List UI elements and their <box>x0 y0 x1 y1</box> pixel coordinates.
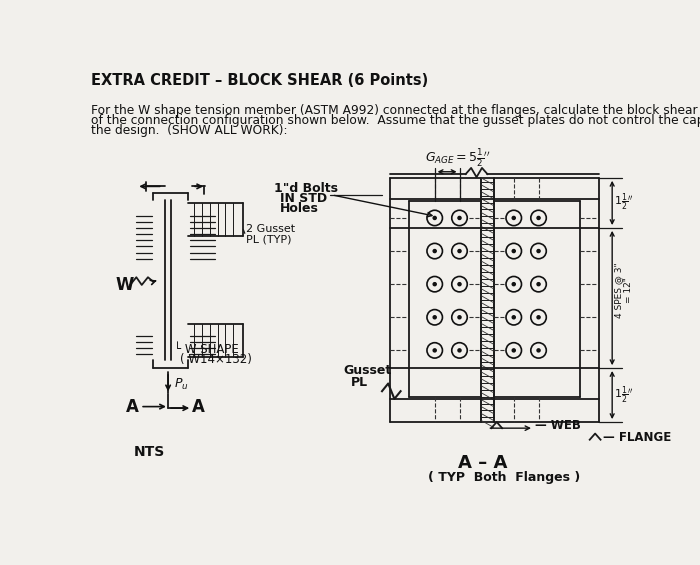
Circle shape <box>458 316 461 319</box>
Text: ( W14×132): ( W14×132) <box>181 354 253 367</box>
Circle shape <box>458 282 461 286</box>
Circle shape <box>458 349 461 352</box>
Text: A: A <box>126 398 139 416</box>
Text: NTS: NTS <box>134 445 165 459</box>
Circle shape <box>512 282 515 286</box>
Text: W: W <box>116 276 134 294</box>
Text: $1\frac{1}{2}^{\prime\prime}$: $1\frac{1}{2}^{\prime\prime}$ <box>615 192 634 213</box>
Text: 1"d Bolts: 1"d Bolts <box>274 182 337 195</box>
Circle shape <box>433 250 436 253</box>
Circle shape <box>537 216 540 219</box>
Text: of the connection configuration shown below.  Assume that the gusset plates do n: of the connection configuration shown be… <box>92 114 700 127</box>
Text: 4 SPES @ 3": 4 SPES @ 3" <box>615 263 624 318</box>
Text: — WEB: — WEB <box>536 419 581 432</box>
Text: the design.  (SHOW ALL WORK):: the design. (SHOW ALL WORK): <box>92 124 288 137</box>
Circle shape <box>512 316 515 319</box>
Text: PL (TYP): PL (TYP) <box>246 234 292 245</box>
Text: IN STD: IN STD <box>280 192 327 205</box>
Text: PL: PL <box>351 376 368 389</box>
Circle shape <box>512 349 515 352</box>
Circle shape <box>433 282 436 286</box>
Text: Gusset: Gusset <box>343 364 391 377</box>
Text: Holes: Holes <box>280 202 318 215</box>
Circle shape <box>512 216 515 219</box>
Circle shape <box>512 250 515 253</box>
Text: └ W SHAPE: └ W SHAPE <box>174 344 239 357</box>
Text: EXTRA CREDIT – BLOCK SHEAR (6 Points): EXTRA CREDIT – BLOCK SHEAR (6 Points) <box>92 73 428 88</box>
Circle shape <box>433 349 436 352</box>
Circle shape <box>433 316 436 319</box>
Text: = 12": = 12" <box>624 277 633 303</box>
Circle shape <box>537 250 540 253</box>
Circle shape <box>537 282 540 286</box>
Circle shape <box>537 349 540 352</box>
Circle shape <box>537 316 540 319</box>
Text: $1\frac{1}{2}^{\prime\prime}$: $1\frac{1}{2}^{\prime\prime}$ <box>615 384 634 406</box>
Text: $P_u$: $P_u$ <box>174 377 189 393</box>
Circle shape <box>433 216 436 219</box>
Circle shape <box>458 250 461 253</box>
Text: For the W shape tension member (ASTM A992) connected at the flanges, calculate t: For the W shape tension member (ASTM A99… <box>92 104 700 117</box>
Text: ( TYP  Both  Flanges ): ( TYP Both Flanges ) <box>428 471 581 484</box>
Circle shape <box>458 216 461 219</box>
Text: — FLANGE: — FLANGE <box>603 431 671 444</box>
Text: A – A: A – A <box>458 454 508 472</box>
Text: $G_{AGE} = 5\frac{1}{2}^{\prime\prime}$: $G_{AGE} = 5\frac{1}{2}^{\prime\prime}$ <box>425 147 490 169</box>
Text: 2 Gusset: 2 Gusset <box>246 224 295 234</box>
Text: A: A <box>192 398 205 416</box>
